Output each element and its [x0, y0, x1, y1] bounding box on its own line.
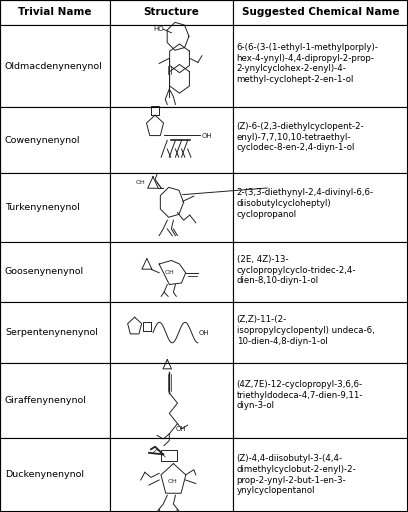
Text: Cowenynenynol: Cowenynenynol	[5, 136, 80, 145]
Bar	[0, 364, 110, 438]
Bar	[0, 438, 110, 512]
Bar	[110, 302, 233, 364]
Text: OH: OH	[175, 426, 186, 432]
Text: (Z,Z)-11-(2-
isopropylcyclopentyl) undeca-6,
10-dien-4,8-diyn-1-ol: (Z,Z)-11-(2- isopropylcyclopentyl) undec…	[237, 315, 375, 346]
Text: Turkenynenynol: Turkenynenynol	[5, 203, 80, 212]
Text: Trivial Name: Trivial Name	[18, 7, 92, 17]
Bar	[0, 302, 110, 364]
Bar	[110, 25, 233, 108]
Bar	[233, 364, 408, 438]
Text: OH: OH	[199, 330, 210, 335]
Text: Duckenynenynol: Duckenynenynol	[5, 471, 84, 479]
Text: OH: OH	[164, 270, 174, 275]
Text: Giraffenynenynol: Giraffenynenynol	[5, 396, 87, 405]
Bar	[110, 438, 233, 512]
Bar	[233, 302, 408, 364]
Text: 2-(3,3-diethynyl-2,4-divinyl-6,6-
diisobutylcycloheptyl)
cyclopropanol: 2-(3,3-diethynyl-2,4-divinyl-6,6- diisob…	[237, 188, 374, 219]
Bar	[110, 364, 233, 438]
Text: OH: OH	[167, 479, 177, 484]
Bar	[110, 108, 233, 173]
Bar	[0, 108, 110, 173]
Bar	[233, 25, 408, 108]
Text: Suggested Chemical Name: Suggested Chemical Name	[242, 7, 399, 17]
Text: (Z)-6-(2,3-diethylcyclopent-2-
enyl)-7,7,10,10-tetraethyl-
cyclodec-8-en-2,4-diy: (Z)-6-(2,3-diethylcyclopent-2- enyl)-7,7…	[237, 122, 364, 153]
Bar	[233, 108, 408, 173]
Text: Serpentenynenynol: Serpentenynenynol	[5, 328, 98, 337]
Text: (2E, 4Z)-13-
cyclopropylcyclo-tridec-2,4-
dien-8,10-diyn-1-ol: (2E, 4Z)-13- cyclopropylcyclo-tridec-2,4…	[237, 255, 356, 285]
Bar	[233, 0, 408, 25]
Text: Oldmacdenynenynol: Oldmacdenynenynol	[5, 61, 103, 71]
Bar	[233, 173, 408, 242]
Text: 6-(6-(3-(1-ethyl-1-methylporply)-
hex-4-ynyl)-4,4-dipropyl-2-prop-
2-ynylcyclohe: 6-(6-(3-(1-ethyl-1-methylporply)- hex-4-…	[237, 43, 379, 84]
Text: OH: OH	[136, 180, 146, 185]
Text: (Z)-4,4-diisobutyl-3-(4,4-
dimethylcyclobut-2-enyl)-2-
prop-2-ynyl-2-but-1-en-3-: (Z)-4,4-diisobutyl-3-(4,4- dimethylcyclo…	[237, 454, 357, 495]
Text: HO: HO	[153, 26, 164, 32]
Bar	[233, 242, 408, 302]
Text: (4Z,7E)-12-cyclopropyl-3,6,6-
triethyldodeca-4,7-dien-9,11-
diyn-3-ol: (4Z,7E)-12-cyclopropyl-3,6,6- triethyldo…	[237, 380, 363, 410]
Text: Structure: Structure	[144, 7, 199, 17]
Text: OH: OH	[202, 133, 212, 139]
Bar	[110, 0, 233, 25]
Bar	[0, 0, 110, 25]
Bar	[110, 173, 233, 242]
Text: Goosenynenynol: Goosenynenynol	[5, 267, 84, 276]
Bar	[0, 25, 110, 108]
Bar	[0, 173, 110, 242]
Bar	[0, 242, 110, 302]
Bar	[233, 438, 408, 512]
Bar	[110, 242, 233, 302]
